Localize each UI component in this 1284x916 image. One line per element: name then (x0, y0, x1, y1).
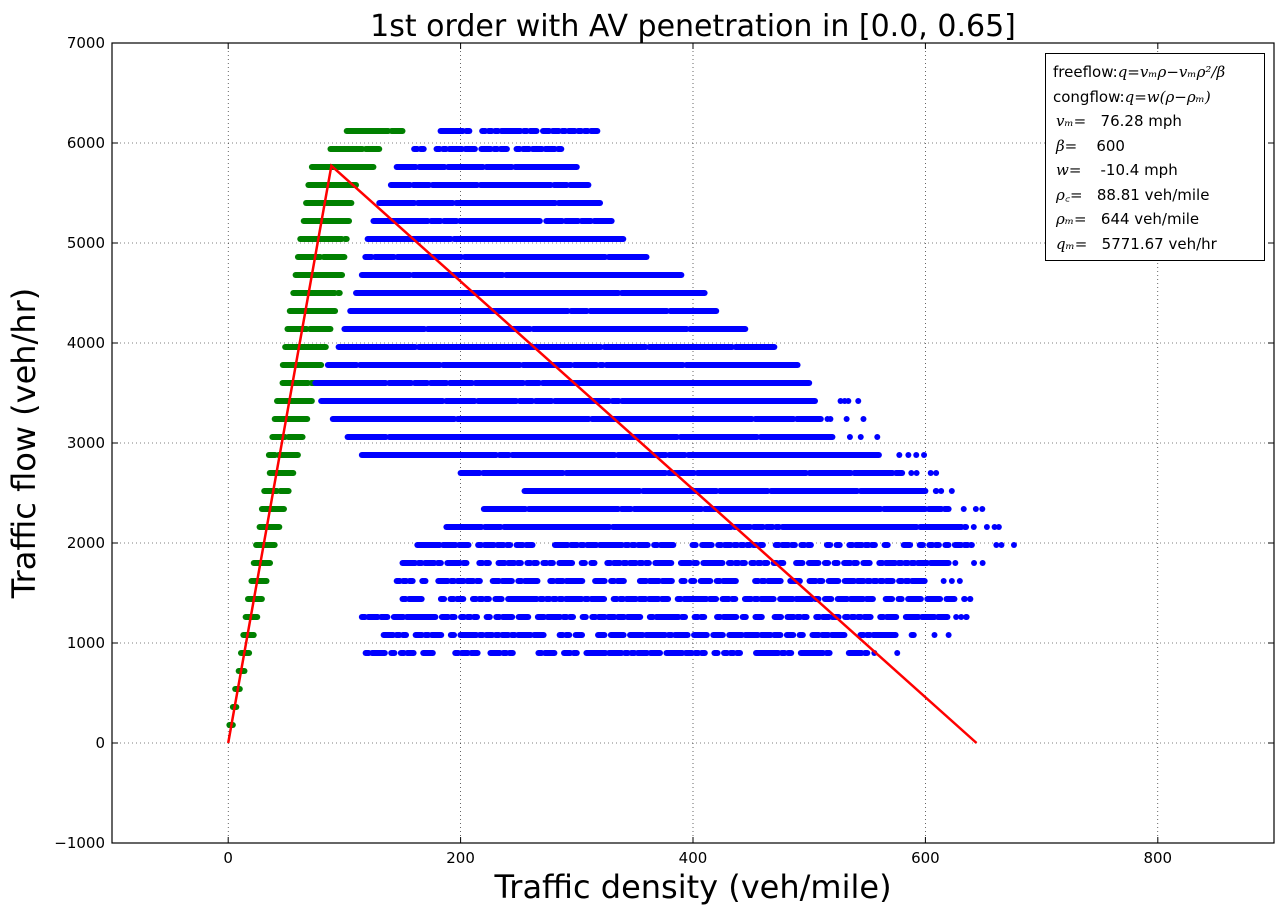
data-point (960, 506, 967, 512)
y-tick-label: 1000 (67, 634, 105, 652)
data-point (970, 524, 977, 530)
data-point (894, 650, 901, 656)
data-point (908, 470, 915, 476)
legend-value: 76.28 mph (1086, 112, 1182, 130)
data-point (967, 596, 974, 602)
y-tick-label: 6000 (67, 134, 105, 152)
data-point (857, 434, 864, 440)
data-point (921, 452, 928, 458)
legend-label: β= (1056, 136, 1078, 155)
data-point (938, 488, 945, 494)
data-point (971, 560, 978, 566)
data-point (896, 452, 903, 458)
data-point (979, 506, 986, 512)
data-point (995, 524, 1002, 530)
fit-line (226, 163, 978, 744)
data-point (998, 542, 1005, 548)
legend-value: -10.4 mph (1081, 161, 1178, 179)
legend-label: congflow: (1053, 87, 1125, 106)
x-tick-label: 600 (911, 849, 940, 867)
legend: freeflow: q=vₘρ−vₘρ²/β congflow: q=w(ρ−ρ… (1045, 53, 1265, 261)
y-tick-label: −1000 (54, 834, 105, 852)
data-point (953, 614, 960, 620)
data-point (993, 542, 1000, 548)
data-point (948, 578, 955, 584)
legend-label: vₘ= (1056, 112, 1087, 130)
legend-label: w= (1056, 161, 1082, 179)
data-point (837, 398, 844, 404)
legend-value: 600 (1077, 136, 1125, 155)
legend-line-vm: vₘ= 76.28 mph (1053, 109, 1264, 134)
y-tick-label: 3000 (67, 434, 105, 452)
axis-ticks: 0 200 400 600 800 −1000 0 1000 2000 3000 4000 5000 6… (54, 34, 1274, 867)
x-tick-label: 200 (446, 849, 475, 867)
data-point (933, 470, 940, 476)
legend-value: 88.81 veh/mile (1082, 185, 1210, 204)
data-point (843, 416, 850, 422)
legend-value: 5771.67 veh/hr (1087, 234, 1217, 253)
legend-line-rhom: ρₘ= 644 veh/mile (1053, 207, 1264, 232)
data-point (874, 434, 881, 440)
data-point (956, 578, 963, 584)
x-axis-label: Traffic density (veh/mile) (493, 868, 891, 906)
legend-line-w: w= -10.4 mph (1053, 158, 1264, 183)
data-point (846, 434, 853, 440)
data-point (913, 470, 920, 476)
data-point (979, 560, 986, 566)
data-point (972, 506, 979, 512)
y-tick-label: 2000 (67, 534, 105, 552)
legend-line-rhoc: ρ꜀= 88.81 veh/mile (1053, 183, 1264, 208)
data-point (958, 614, 965, 620)
data-point (963, 614, 970, 620)
data-point (855, 398, 862, 404)
data-point (961, 596, 968, 602)
y-tick-label: 0 (95, 734, 105, 752)
data-point (991, 524, 998, 530)
legend-label: ρ꜀= (1056, 185, 1083, 204)
data-point (948, 488, 955, 494)
data-point (940, 578, 947, 584)
data-point (1010, 542, 1017, 548)
chart-title: 1st order with AV penetration in [0.0, 0… (370, 9, 1016, 44)
data-point (945, 632, 952, 638)
legend-line-freeflow: freeflow: q=vₘρ−vₘρ²/β (1053, 60, 1264, 85)
data-point (841, 398, 848, 404)
legend-line-beta: β= 600 (1053, 134, 1264, 159)
legend-label: qₘ= (1056, 234, 1088, 253)
data-point (931, 632, 938, 638)
legend-label: ρₘ= (1056, 210, 1087, 228)
legend-line-congflow: congflow: q=w(ρ−ρₘ) (1053, 85, 1264, 110)
x-tick-label: 0 (223, 849, 233, 867)
legend-value: 644 veh/mile (1086, 210, 1200, 228)
data-point (827, 416, 834, 422)
data-point (952, 560, 959, 566)
data-point (933, 488, 940, 494)
y-axis-label: Traffic flow (veh/hr) (5, 288, 43, 599)
legend-label: freeflow: (1053, 63, 1118, 81)
y-tick-label: 7000 (67, 34, 105, 52)
data-point (927, 470, 934, 476)
legend-value: q=w(ρ−ρₘ) (1124, 87, 1211, 106)
x-tick-label: 800 (1143, 849, 1172, 867)
data-point (913, 452, 920, 458)
y-tick-label: 4000 (67, 334, 105, 352)
data-point (860, 416, 867, 422)
x-tick-label: 400 (679, 849, 708, 867)
legend-line-qm: qₘ= 5771.67 veh/hr (1053, 232, 1264, 257)
data-point (905, 452, 912, 458)
data-point (983, 524, 990, 530)
legend-value: q=vₘρ−vₘρ²/β (1117, 63, 1226, 81)
y-tick-label: 5000 (67, 234, 105, 252)
fit-line-path (226, 163, 978, 744)
data-points (226, 128, 1017, 728)
